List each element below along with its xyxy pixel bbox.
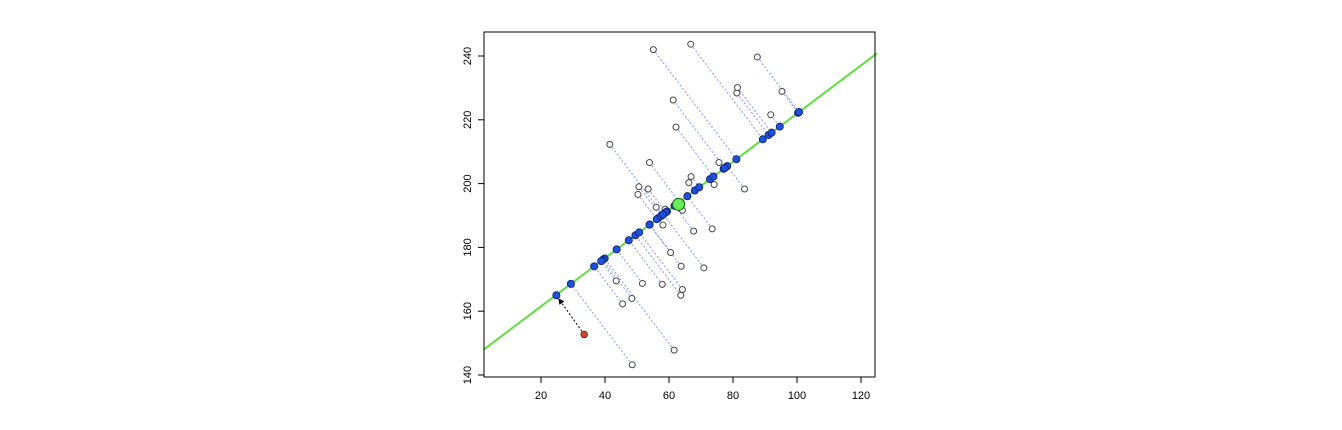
projection-line (736, 92, 770, 136)
original-point (690, 227, 698, 235)
x-tick-label: 40 (599, 390, 611, 402)
original-point (658, 280, 666, 288)
original-point (635, 183, 643, 191)
original-point (778, 87, 786, 95)
y-tick-label: 160 (462, 302, 474, 320)
projection-line (609, 144, 664, 215)
projection-line (662, 213, 705, 269)
original-point (652, 203, 660, 211)
projection-line (652, 49, 737, 160)
projected-point (597, 257, 606, 266)
projection-line (649, 224, 682, 267)
projected-point (612, 245, 621, 254)
projected-point (720, 164, 729, 173)
x-tick-label: 20 (535, 390, 547, 402)
projected-point (624, 236, 633, 245)
original-point (677, 291, 685, 299)
projected-point (732, 155, 741, 164)
original-point (649, 46, 657, 54)
original-point (715, 159, 723, 167)
original-point (672, 123, 680, 131)
projected-point (695, 183, 704, 192)
original-point (700, 264, 708, 272)
projection-line (686, 195, 713, 230)
projection-line (690, 43, 764, 140)
original-point (687, 173, 695, 181)
projected-point (635, 228, 644, 237)
original-point (685, 179, 693, 187)
original-point (687, 40, 695, 48)
original-point (670, 346, 678, 354)
projected-point (767, 128, 776, 137)
projected-point (658, 210, 667, 219)
original-point (606, 140, 614, 148)
original-point (628, 294, 636, 302)
original-point (753, 53, 761, 61)
y-tick-label: 240 (462, 47, 474, 65)
projection-line (637, 194, 658, 220)
original-point (619, 300, 627, 308)
original-point (645, 159, 653, 167)
original-point (733, 84, 741, 92)
projection-line (737, 87, 773, 134)
original-point (669, 96, 677, 104)
original-point (678, 286, 686, 294)
projection-line (781, 91, 799, 114)
y-tick-label: 220 (462, 111, 474, 129)
projected-point (566, 279, 575, 288)
y-tick-label: 140 (462, 366, 474, 384)
original-point (638, 279, 646, 287)
projection-line (726, 165, 745, 190)
x-tick-label: 100 (788, 390, 806, 402)
projection-line (628, 239, 663, 285)
projected-point (590, 262, 599, 271)
original-point (644, 185, 652, 193)
y-tick-label: 200 (462, 174, 474, 192)
projection-line (634, 234, 682, 296)
original-point (767, 111, 775, 119)
original-point (612, 277, 620, 285)
projection-line (674, 205, 695, 232)
y-tick-label: 180 (462, 238, 474, 256)
original-point (667, 249, 675, 257)
plot-frame (483, 31, 876, 378)
x-tick-label: 60 (663, 390, 675, 402)
projected-point (645, 220, 654, 229)
highlight-point (580, 330, 588, 339)
projection-line (604, 258, 675, 351)
projection-line (649, 162, 680, 203)
mean-point (672, 197, 686, 211)
projection-line (638, 232, 683, 290)
highlight-projected-point (552, 291, 561, 300)
projected-point (758, 135, 767, 144)
projection-line (616, 249, 643, 284)
highlight-arrow (557, 297, 585, 335)
projection-line (756, 56, 800, 113)
original-point (628, 361, 636, 369)
projection-line (600, 260, 617, 282)
projected-point (795, 108, 804, 117)
original-point (677, 262, 685, 270)
x-tick-label: 120 (852, 390, 870, 402)
original-point (659, 221, 667, 229)
x-tick-label: 80 (727, 390, 739, 402)
projection-line (593, 266, 624, 305)
original-point (710, 181, 718, 189)
projected-point (709, 172, 718, 181)
projection-line (570, 283, 633, 366)
projected-point (775, 122, 784, 131)
projection-line (649, 224, 672, 253)
projected-point (683, 192, 692, 201)
projection-line (675, 126, 714, 177)
original-point (741, 185, 749, 193)
original-point (708, 225, 716, 233)
original-point (634, 190, 642, 198)
